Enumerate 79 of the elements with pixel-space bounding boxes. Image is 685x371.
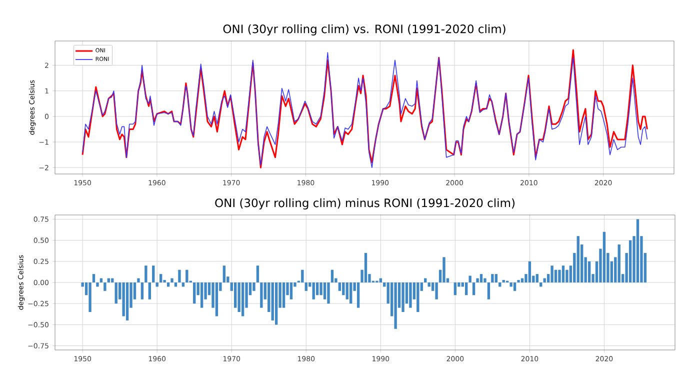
bar	[241, 282, 244, 316]
bar	[494, 274, 498, 282]
bar	[114, 282, 118, 304]
bar	[316, 282, 319, 296]
bar	[144, 266, 148, 282]
bar	[472, 282, 476, 296]
bar	[222, 266, 226, 282]
bar	[628, 240, 632, 282]
bar	[193, 282, 196, 304]
bar	[186, 270, 188, 282]
chart-title: ONI (30yr rolling clim) vs. RONI (1991-2020 clim)	[223, 24, 506, 36]
bar	[402, 282, 404, 312]
bar	[200, 282, 204, 308]
bar	[566, 270, 568, 282]
bar	[159, 274, 162, 282]
bar	[304, 282, 308, 291]
chart-title: ONI (30yr rolling clim) minus RONI (1991-2020 clim)	[215, 198, 514, 210]
bar	[170, 278, 174, 282]
bar	[290, 282, 293, 300]
bar	[323, 282, 326, 300]
bar	[126, 282, 129, 320]
bar	[510, 282, 512, 287]
bar	[234, 282, 237, 308]
bar	[454, 282, 457, 296]
bar	[416, 282, 420, 312]
bar	[476, 278, 479, 282]
bar	[528, 261, 532, 282]
bar	[550, 266, 554, 282]
bar	[517, 280, 520, 282]
bar	[104, 282, 106, 291]
bar	[588, 261, 591, 282]
bar	[88, 282, 92, 312]
bar	[576, 236, 580, 282]
bar	[487, 282, 490, 300]
bar	[330, 270, 334, 282]
bar	[558, 270, 561, 282]
bar	[282, 282, 286, 308]
bar	[356, 282, 360, 308]
bar	[274, 282, 278, 325]
bar	[602, 232, 606, 282]
bar	[137, 278, 140, 282]
bar	[238, 282, 240, 312]
bar	[140, 282, 144, 300]
bar	[484, 278, 486, 282]
bar	[252, 282, 256, 291]
bar	[394, 282, 397, 329]
bar	[346, 282, 348, 300]
bar	[327, 282, 330, 304]
bar	[636, 219, 640, 282]
bar	[320, 282, 322, 296]
bar	[536, 274, 538, 282]
bar	[260, 282, 263, 308]
bar	[554, 270, 558, 282]
bar	[618, 244, 620, 282]
bar	[502, 280, 505, 282]
bar	[465, 282, 468, 296]
bar	[122, 282, 125, 316]
bar	[364, 252, 368, 282]
bar	[312, 282, 315, 300]
bar	[513, 282, 516, 291]
bar	[301, 270, 304, 282]
bar	[148, 282, 151, 300]
bar	[409, 282, 412, 308]
bar	[350, 282, 352, 304]
bar	[435, 282, 438, 300]
bar	[152, 266, 155, 282]
bar	[96, 282, 99, 287]
bar	[215, 282, 218, 316]
bar	[92, 274, 96, 282]
bar	[491, 274, 494, 282]
bar	[562, 266, 565, 282]
bar	[468, 276, 472, 282]
bar	[256, 266, 260, 282]
bar	[480, 274, 483, 282]
bar	[342, 282, 345, 296]
bar	[178, 270, 181, 282]
bar	[338, 282, 342, 291]
bar	[271, 282, 274, 320]
bar	[442, 257, 446, 282]
